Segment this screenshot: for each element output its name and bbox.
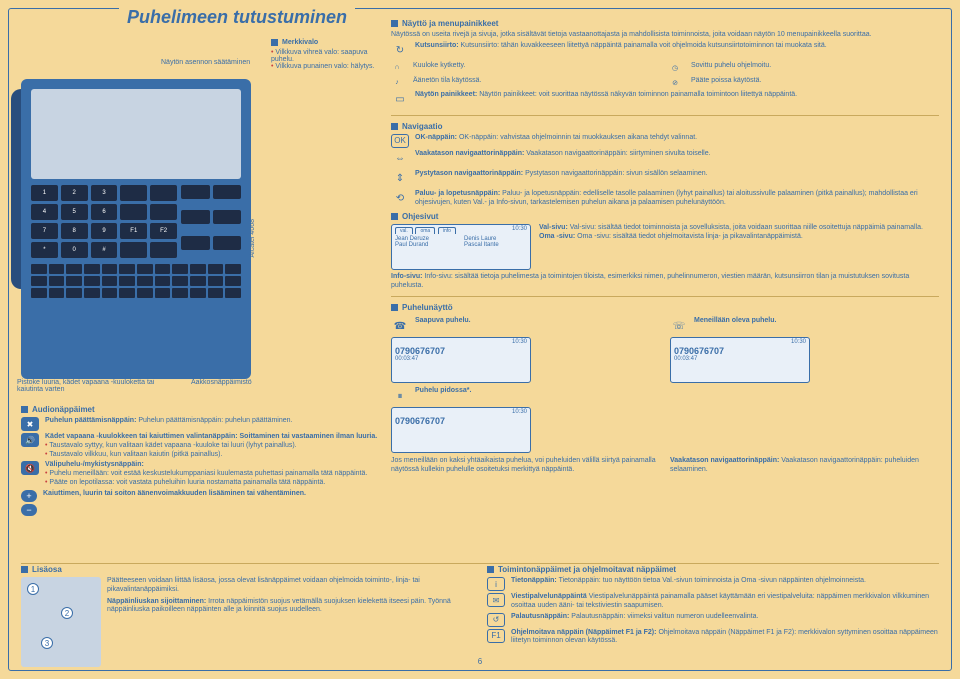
info-text: Info-sivu: sisältää tietoja puhelimesta … <box>391 273 909 289</box>
clock-icon: ◷ <box>669 62 681 74</box>
puhelunaytto-head: Puhelunäyttö <box>402 303 453 312</box>
headset-icon: ∩ <box>391 62 403 74</box>
tab-info: info <box>438 227 456 234</box>
oma-text: Oma -sivu: sisältää tiedot ohjelmoitavis… <box>577 233 803 240</box>
callout-1: 1 <box>27 583 39 595</box>
naytto-intro: Näytössä on useita rivejä ja sivuja, jot… <box>391 31 939 40</box>
vali-b2: Pääte on lepotilassa: voit vastata puhel… <box>45 479 454 488</box>
kadet-b2: Taustavalo vilkkuu, kun valitaan kaiutin… <box>45 451 454 460</box>
toiminto-section: Toimintonäppäimet ja ohjelmoitavat näppä… <box>487 565 939 667</box>
kutsunsiirto-label: Kutsunsiirto: <box>415 42 459 49</box>
name4: Pascal Itante <box>464 242 527 248</box>
plus-icon: + <box>21 490 37 502</box>
keypad: 123 456 789F1F2 *0# <box>31 185 177 258</box>
lr-arrows-icon: ⇔ <box>391 150 409 168</box>
qwerty <box>27 264 245 298</box>
ok-icon: OK <box>391 134 409 148</box>
kadet-b1: Taustavalo syttyy, kun valitaan kädet va… <box>45 442 454 451</box>
meneillaan-label: Meneillään oleva puhelu. <box>694 317 776 324</box>
tieto-text: Tietonäppäin: tuo näyttöön tietoa Val.-s… <box>559 577 866 584</box>
kuuloke-text: Kuuloke kytketty. <box>413 62 661 74</box>
ohjesivut-screen: 10:30 val. oma info Jean Deruze Denis La… <box>391 224 531 270</box>
audio-section: Audionäppäimet ✖ Puhelun päättämisnäppäi… <box>21 405 454 518</box>
aakkos-label: Aakkosnäppäimistö <box>191 379 252 386</box>
mute-icon: ♪ <box>391 77 403 89</box>
name3: Paul Durand <box>395 242 458 248</box>
lock-icon: ⊘ <box>669 77 681 89</box>
naytto-head: Näyttö ja menupainikkeet <box>402 19 498 28</box>
model-label: Alcatel 4068 <box>249 219 256 258</box>
mute-key-icon: 🔇 <box>21 461 39 475</box>
endcall-icon: ✖ <box>21 417 39 431</box>
nav-vaaka: Vaakatason navigaattorinäppäin: siirtymi… <box>526 150 710 157</box>
callout-3: 3 <box>41 637 53 649</box>
sovittu-text: Sovittu puhelu ohjelmoitu. <box>691 62 939 74</box>
volume-icons: + − <box>21 490 37 516</box>
incoming-screen: 10:30 0790676707 00:03:47 <box>391 337 531 383</box>
page: Puhelimeen tutustuminen Luuri Näytön ase… <box>8 8 952 671</box>
audio-head: Audionäppäimet <box>32 405 95 414</box>
audio-paatt: Puhelun päättämisnäppäin: puhelun päättä… <box>138 417 292 424</box>
merkkivalo-green: Vilkkuva vihreä valo: saapuva puhelu. <box>271 49 381 63</box>
vali-b1: Puhelu meneillään: voit estää keskustelu… <box>45 470 454 479</box>
pidossa-label: Puhelu pidossa*. <box>415 387 471 394</box>
merkkivalo-head: Merkkivalo <box>282 39 318 46</box>
nav-pysty: Pystytason navigaattorinäppäin: sivun si… <box>525 170 708 177</box>
paate-text: Pääte poissa käytöstä. <box>691 77 939 89</box>
lisaosa-section: Lisäosa 1 2 3 Päätteeseen voidaan liittä… <box>21 565 473 667</box>
kadet-head: Kädet vapaana -kuulokkeen tai kaiuttimen… <box>45 433 377 440</box>
softkeys <box>181 185 241 258</box>
phone-body: 123 456 789F1F2 *0# <box>21 79 251 379</box>
kaiuttimen-text: Kaiuttimen, luurin tai soiton äänenvoima… <box>43 490 306 497</box>
active-icon: ☏ <box>670 317 688 335</box>
lisaosa-illustration: 1 2 3 <box>21 577 101 667</box>
info-key-icon: i <box>487 577 505 591</box>
mini-time: 10:30 <box>512 226 527 232</box>
page-number: 6 <box>478 657 482 666</box>
right-column: Näyttö ja menupainikkeet Näytössä on use… <box>391 19 939 475</box>
message-key-icon: ✉ <box>487 593 505 607</box>
palautus-text: Palautusnäppäin: viimeksi valitun numero… <box>571 613 758 620</box>
ohjesivut-head: Ohjesivut <box>402 212 438 221</box>
back-icon: ⟲ <box>391 190 409 208</box>
val-text: Val-sivu: sisältää tiedot toiminnoista j… <box>570 224 923 231</box>
redial-key-icon: ↺ <box>487 613 505 627</box>
vali-head: Välipuhelu-/mykistysnäppäin: <box>45 461 144 468</box>
lisaosa-p1: Päätteeseen voidaan liittää lisäosa, jos… <box>107 577 473 595</box>
active-screen: 10:30 0790676707 00:03:47 <box>670 337 810 383</box>
hold-icon: ⏸ <box>391 387 409 405</box>
nayton-painikkeet-text: Näytön painikkeet: voit suorittaa näytös… <box>479 91 797 98</box>
nav-ok: OK-näppäin: vahvistaa ohjelmoinnin tai m… <box>459 134 697 141</box>
kutsunsiirto-text: Kutsunsiirto: tähän kuvakkeeseen liitett… <box>461 42 827 49</box>
merkkivalo-red: Vilkkuva punainen valo: hälytys. <box>271 63 381 70</box>
pistoke-label: Pistoke luuria, kädet vapaana -kuulokett… <box>17 379 167 393</box>
saapuva-label: Saapuva puhelu. <box>415 317 471 324</box>
display-key-icon: ▭ <box>391 91 409 109</box>
minus-icon: − <box>21 504 37 516</box>
incoming-icon: ☎ <box>391 317 409 335</box>
nayton-asennon-label: Näytön asennon säätäminen <box>161 59 261 66</box>
tab-oma: oma <box>415 227 435 234</box>
lisaosa-head: Lisäosa <box>32 565 62 574</box>
speaker-icon: 🔊 <box>21 433 39 447</box>
toiminto-head: Toimintonäppäimet ja ohjelmoitavat näppä… <box>498 565 676 574</box>
aaneton-text: Äänetön tila käytössä. <box>413 77 661 89</box>
phone-screen <box>31 89 241 179</box>
ud-arrows-icon: ⇕ <box>391 170 409 188</box>
f1f2-icon: F1 <box>487 629 505 643</box>
callout-2: 2 <box>61 607 73 619</box>
tab-val: val. <box>395 227 413 234</box>
lisaosa-p2-head: Näppäinliuskan sijoittaminen: <box>107 598 206 605</box>
forward-icon: ↻ <box>391 42 409 60</box>
navigaatio-head: Navigaatio <box>402 122 442 131</box>
